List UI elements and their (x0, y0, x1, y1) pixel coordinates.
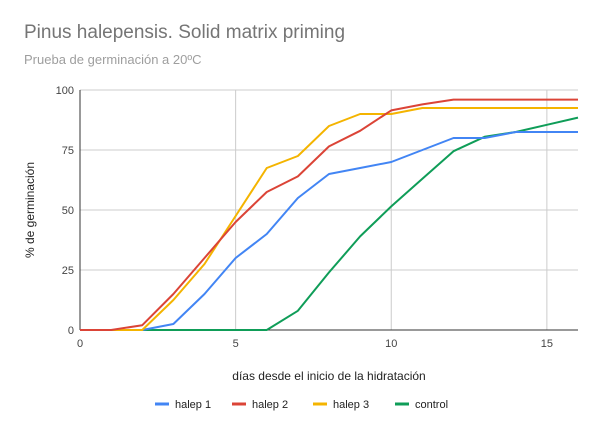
series-line-control (80, 116, 579, 331)
chart-title: Pinus halepensis. Solid matrix priming (24, 22, 346, 43)
legend-label: control (415, 399, 448, 411)
x-tick-label: 0 (77, 338, 83, 350)
x-tick-label: 5 (233, 338, 239, 350)
y-tick-label: 75 (62, 145, 74, 157)
y-tick-label: 0 (68, 325, 74, 337)
x-tick-label: 10 (385, 338, 397, 350)
y-tick-label: 25 (62, 265, 74, 277)
series-line-halep-3 (80, 107, 578, 331)
x-tick-label: 15 (541, 338, 553, 350)
chart-subtitle: Prueba de germinación a 20ºC (24, 52, 202, 67)
legend-label: halep 3 (333, 399, 369, 411)
y-tick-label: 50 (62, 205, 74, 217)
series-line-halep-1 (80, 131, 578, 331)
legend-label: halep 2 (252, 399, 288, 411)
series-line-halep-2 (80, 98, 578, 331)
x-axis-label: días desde el inicio de la hidratación (232, 369, 425, 383)
y-tick-label: 100 (56, 85, 74, 97)
legend-label: halep 1 (175, 399, 211, 411)
y-axis-label: % de germinación (23, 162, 37, 258)
